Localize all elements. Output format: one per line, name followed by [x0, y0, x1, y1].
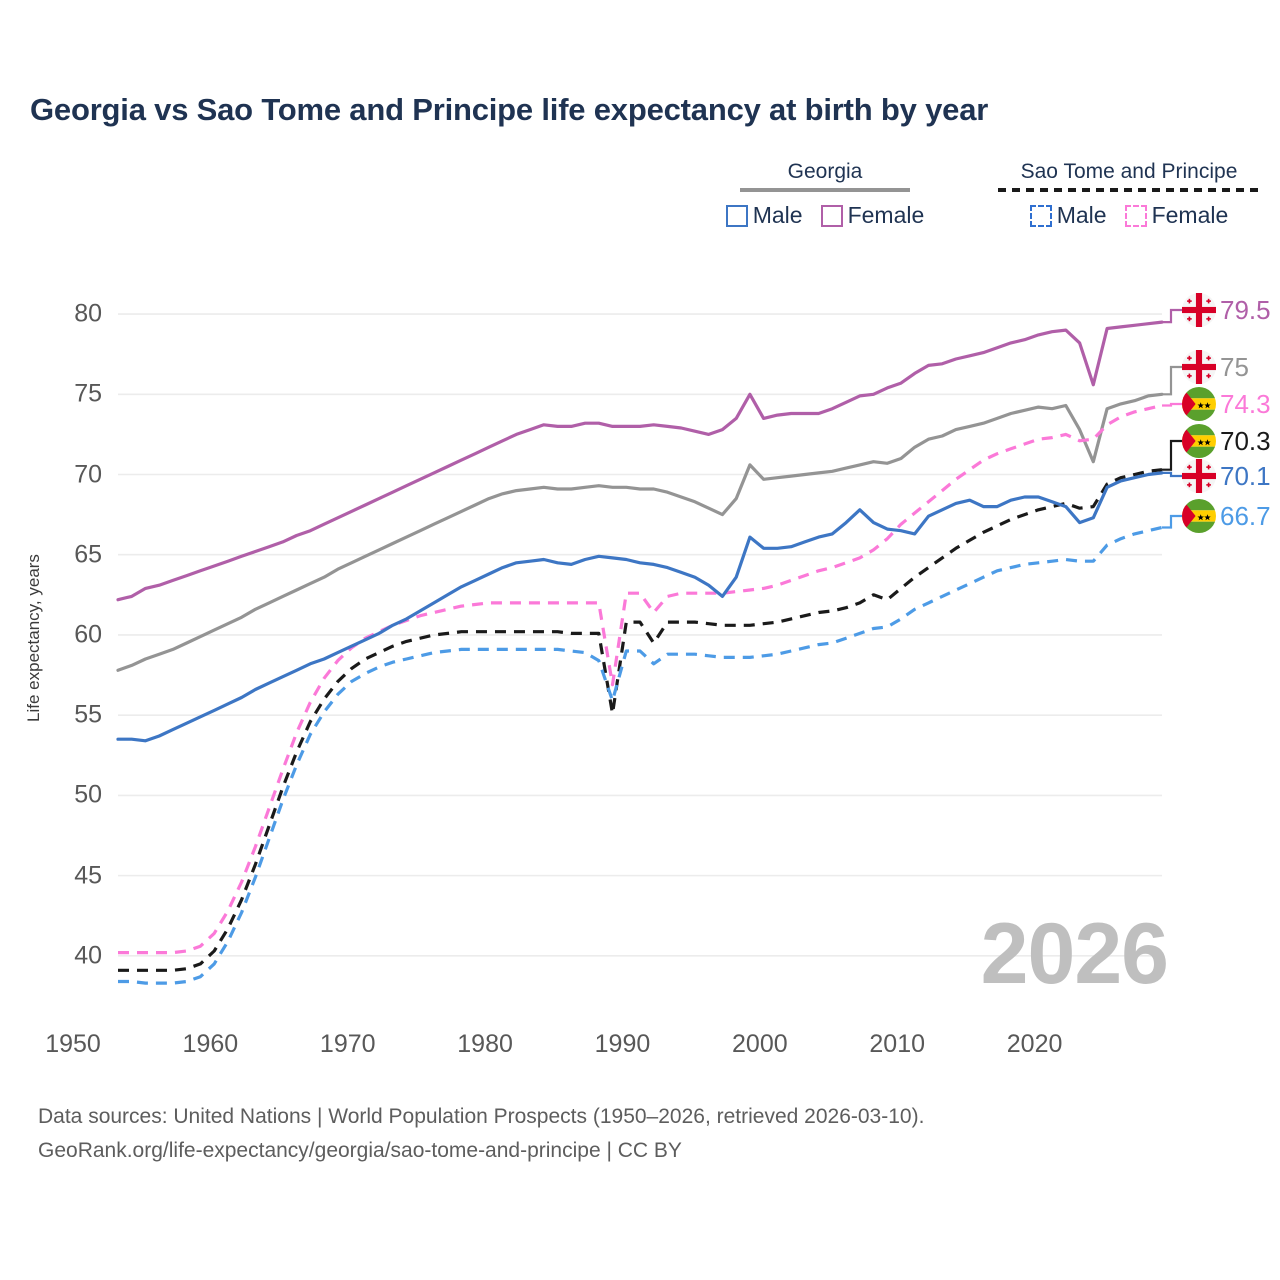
- x-tick-label: 1980: [457, 1030, 513, 1058]
- x-tick-label: 2000: [732, 1030, 788, 1058]
- footer-line-1: Data sources: United Nations | World Pop…: [38, 1105, 925, 1128]
- x-tick-label: 1970: [319, 1030, 376, 1058]
- legend-entry-label: Female: [1151, 202, 1229, 228]
- footer-sources: Data sources: United Nations | World Pop…: [38, 1100, 924, 1168]
- y-tick-label: 45: [74, 861, 102, 890]
- legend-entry-label: Male: [752, 202, 803, 228]
- end-label-value: 79.5: [1220, 294, 1271, 325]
- x-tick-label: 2010: [869, 1030, 926, 1058]
- page-title: Georgia vs Sao Tome and Principe life ex…: [30, 92, 989, 127]
- legend-group-rule: [998, 188, 1260, 192]
- series-line: [118, 403, 1163, 955]
- x-tick-label: 1960: [182, 1030, 239, 1058]
- end-label-leader-line: [1162, 365, 1184, 396]
- series-line: [118, 468, 1163, 972]
- end-label-georgia-total: 75: [1182, 350, 1249, 384]
- end-label-value: 74.3: [1220, 388, 1271, 419]
- end-label-value: 75: [1220, 351, 1249, 382]
- end-label-leader-line: [1162, 439, 1184, 471]
- y-tick-label: 65: [74, 540, 102, 569]
- square-dashed-outline-icon: [1029, 204, 1052, 227]
- end-label-value: 66.7: [1220, 500, 1271, 531]
- legend-entry-stp-male[interactable]: Male: [1029, 202, 1107, 229]
- series-line: [116, 392, 1164, 672]
- end-label-leader-line: [1162, 471, 1184, 478]
- end-label-georgia-male: 70.1: [1182, 459, 1271, 493]
- end-label-stp-total: 66.7: [1182, 499, 1271, 533]
- y-tick-label: 60: [74, 620, 102, 649]
- georgia-flag-icon: [1182, 350, 1216, 384]
- y-tick-label: 80: [74, 299, 102, 328]
- legend-group-georgia: Georgia Male Female: [725, 160, 924, 229]
- y-tick-label: 50: [74, 780, 102, 809]
- legend-group-sao-tome-and-principe: Sao Tome and Principe Male Female: [998, 160, 1260, 229]
- square-dashed-outline-icon: [1124, 204, 1147, 227]
- legend-entry-georgia-male[interactable]: Male: [725, 202, 803, 229]
- end-label-georgia-female: 79.5: [1182, 293, 1271, 327]
- end-label-stp-female: 74.3: [1182, 387, 1271, 421]
- legend-group-rule: [740, 188, 910, 192]
- year-watermark: 2026: [980, 906, 1169, 1002]
- end-label-value: 70.1: [1220, 460, 1271, 491]
- footer-line-2: GeoRank.org/life-expectancy/georgia/sao-…: [38, 1139, 682, 1163]
- legend-group-title: Sao Tome and Principe: [1020, 160, 1238, 183]
- series-line: [116, 320, 1164, 602]
- series-line: [116, 471, 1164, 743]
- legend-group-title: Georgia: [787, 160, 863, 183]
- legend-entry-label: Female: [847, 202, 925, 228]
- legend-entry-stp-female[interactable]: Female: [1124, 202, 1229, 229]
- legend-entry-label: Male: [1056, 202, 1107, 228]
- square-outline-icon: [725, 204, 748, 227]
- sao-tome-flag-icon: [1182, 499, 1216, 533]
- series-line: [118, 525, 1163, 985]
- x-tick-label: 1990: [594, 1030, 651, 1058]
- chart-legend: Georgia Male Female Sao Tome and Princip…: [725, 160, 1260, 244]
- x-tick-label: 2020: [1006, 1030, 1063, 1058]
- end-label-leader-line: [1162, 402, 1184, 407]
- georgia-flag-icon: [1182, 459, 1216, 493]
- sao-tome-flag-icon: [1182, 424, 1216, 458]
- y-tick-label: 55: [74, 700, 102, 729]
- legend-entry-georgia-female[interactable]: Female: [820, 202, 925, 229]
- georgia-flag-icon: [1182, 293, 1216, 327]
- end-label-stp-male: 70.3: [1182, 424, 1271, 458]
- end-label-leader-line: [1162, 308, 1184, 324]
- end-label-leader-line: [1162, 514, 1184, 529]
- x-tick-label: 1950: [45, 1030, 101, 1058]
- sao-tome-flag-icon: [1182, 387, 1216, 421]
- y-tick-label: 75: [74, 379, 102, 408]
- y-tick-label: 70: [74, 460, 102, 488]
- y-tick-label: 40: [74, 941, 102, 970]
- end-label-value: 70.3: [1220, 425, 1271, 456]
- square-outline-icon: [820, 204, 843, 227]
